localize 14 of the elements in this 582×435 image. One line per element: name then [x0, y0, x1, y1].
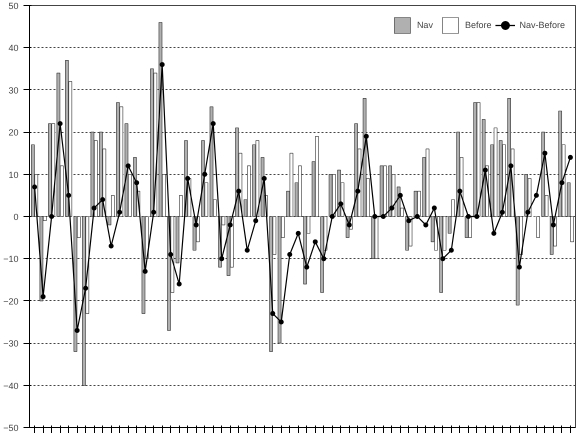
y-tick-label: 30 — [8, 85, 19, 96]
legend-label: Nav — [416, 20, 434, 30]
y-tick-label: −40 — [3, 380, 19, 391]
y-tick-label: 0 — [13, 212, 19, 222]
y-tick-label: −50 — [3, 423, 19, 433]
y-tick-label: 20 — [8, 128, 19, 138]
y-tick-label: −30 — [3, 338, 19, 349]
y-tick-label: 40 — [8, 43, 19, 54]
y-tick-label: −20 — [3, 296, 19, 306]
legend-label: Before — [464, 20, 492, 30]
y-tick-label: −10 — [3, 254, 19, 264]
legend-label: Nav-Before — [519, 20, 565, 30]
y-tick-label: 10 — [8, 170, 19, 180]
y-tick-label: 50 — [8, 1, 19, 11]
